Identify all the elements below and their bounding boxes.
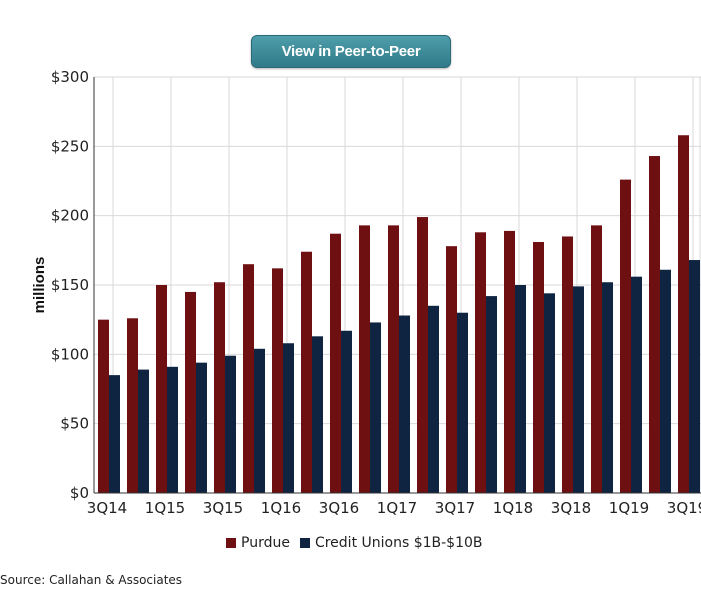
bar-credit-unions <box>196 362 207 493</box>
bar-purdue <box>214 282 225 493</box>
bar-purdue <box>417 217 428 493</box>
bar-chart: $0 $50 $100 $150 $200 $250 $300 3Q14 1Q15 3Q15 1Q1… <box>31 68 701 517</box>
y-tick-label: $150 <box>51 276 89 294</box>
bar-credit-unions <box>573 286 584 493</box>
bar-credit-unions <box>341 330 352 493</box>
bar-purdue <box>330 233 341 493</box>
x-tick-label: 1Q17 <box>377 499 417 517</box>
bar-credit-unions <box>138 369 149 493</box>
view-peer-to-peer-button[interactable]: View in Peer-to-Peer <box>251 35 451 68</box>
y-tick-label: $300 <box>51 68 89 86</box>
x-tick-label: 3Q18 <box>551 499 591 517</box>
bar-purdue <box>475 232 486 493</box>
bar-credit-unions <box>689 260 700 493</box>
bar-purdue <box>127 318 138 493</box>
bar-credit-unions <box>486 296 497 493</box>
bar-purdue <box>98 319 109 493</box>
y-tick-label: $200 <box>51 207 89 225</box>
bar-credit-unions <box>167 366 178 493</box>
bar-credit-unions <box>370 322 381 493</box>
legend-label-purdue: Purdue <box>241 535 290 551</box>
bar-credit-unions <box>312 336 323 493</box>
bar-purdue <box>649 156 660 494</box>
bar-purdue <box>185 291 196 493</box>
x-tick-label: 3Q17 <box>435 499 475 517</box>
bar-purdue <box>301 251 312 493</box>
x-tick-label: 3Q15 <box>203 499 243 517</box>
bar-purdue <box>533 242 544 493</box>
bar-purdue <box>388 225 399 493</box>
bar-credit-unions <box>283 343 294 493</box>
bar-purdue <box>446 246 457 493</box>
legend-label-credit-unions: Credit Unions $1B-$10B <box>314 535 483 551</box>
bar-credit-unions <box>515 285 526 493</box>
bar-credit-unions <box>109 375 120 493</box>
legend-item-purdue[interactable]: Purdue <box>226 535 290 551</box>
legend-swatch-purdue <box>226 538 236 548</box>
bar-purdue <box>620 179 631 493</box>
bar-purdue <box>591 225 602 493</box>
bar-credit-unions <box>457 312 468 493</box>
x-tick-label: 3Q14 <box>87 499 127 517</box>
chart-legend: Purdue Credit Unions $1B-$10B <box>226 535 493 551</box>
bar-credit-unions <box>602 282 613 493</box>
bar-credit-unions <box>428 305 439 493</box>
bar-purdue <box>678 135 689 494</box>
bar-purdue <box>272 268 283 493</box>
x-tick-label: 1Q16 <box>261 499 301 517</box>
x-tick-label: 3Q16 <box>319 499 359 517</box>
bar-credit-unions <box>225 355 236 493</box>
bar-credit-unions <box>631 276 642 493</box>
x-tick-label: 3Q19 <box>667 499 701 517</box>
bar-credit-unions <box>544 293 555 493</box>
bar-credit-unions <box>399 315 410 493</box>
y-tick-label: $50 <box>60 415 89 433</box>
bar-purdue <box>156 285 167 493</box>
y-axis-title: millions <box>31 257 48 314</box>
bar-credit-unions <box>254 348 265 493</box>
source-note: Source: Callahan & Associates <box>0 573 183 587</box>
y-tick-label: $250 <box>51 137 89 155</box>
legend-swatch-credit-unions <box>299 538 310 548</box>
x-tick-label: 1Q18 <box>493 499 533 517</box>
bar-credit-unions <box>660 269 671 493</box>
y-tick-label: $100 <box>51 345 89 363</box>
legend-item-credit-unions[interactable]: Credit Unions $1B-$10B <box>299 535 483 551</box>
bar-purdue <box>504 230 515 494</box>
bar-purdue <box>359 225 370 493</box>
x-tick-label: 1Q19 <box>609 499 649 517</box>
y-tick-label: $0 <box>70 484 89 502</box>
x-tick-label: 1Q15 <box>145 499 185 517</box>
bar-purdue <box>562 236 573 493</box>
bar-purdue <box>243 264 254 493</box>
